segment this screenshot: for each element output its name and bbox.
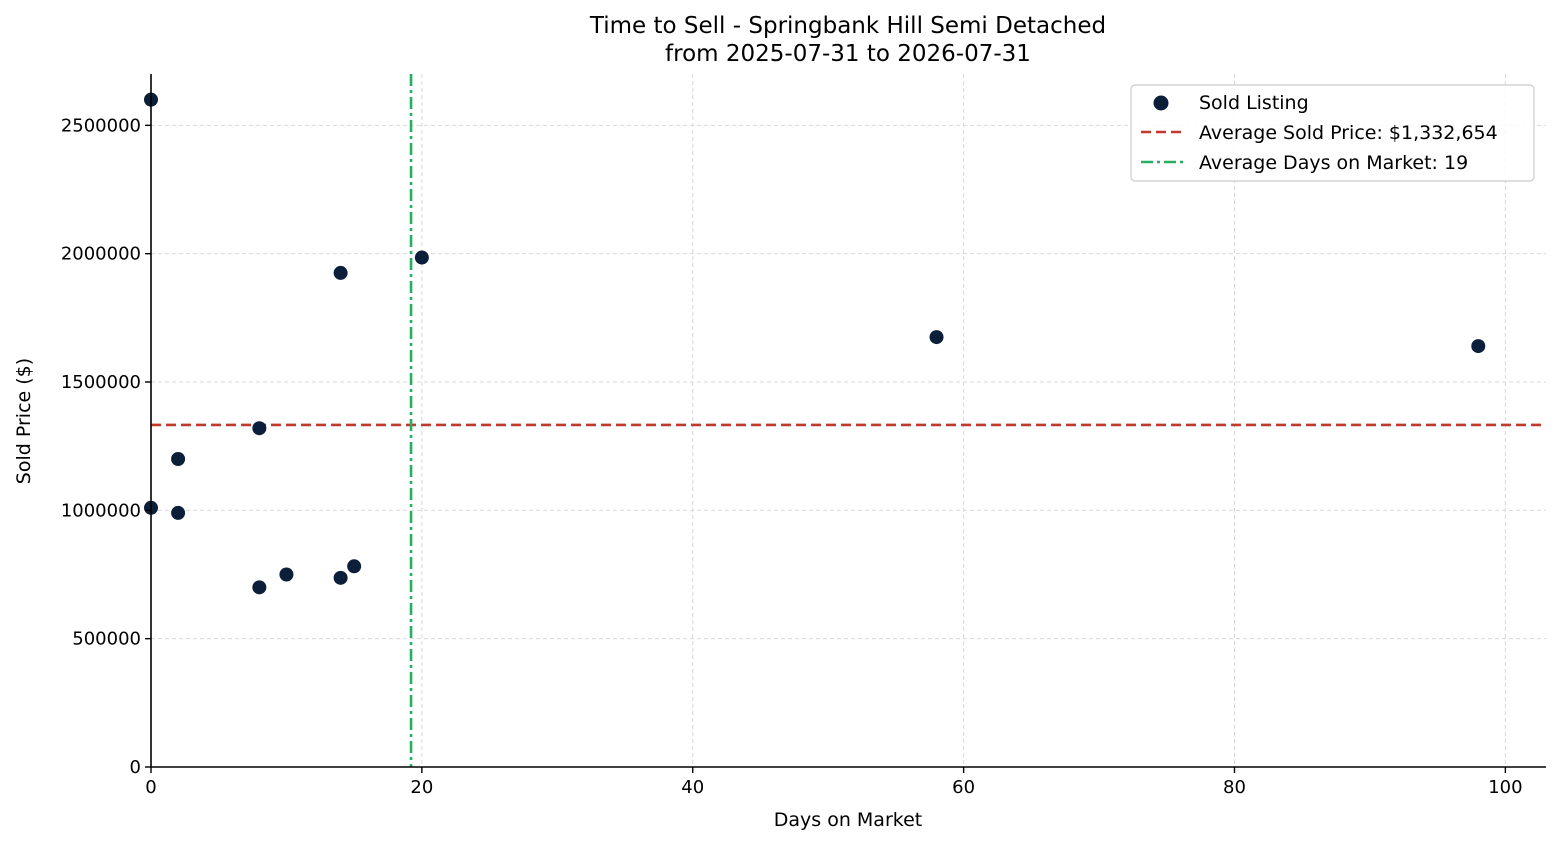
data-point	[171, 505, 186, 520]
y-tick-label: 500000	[72, 629, 141, 650]
legend-box	[1130, 84, 1535, 182]
x-tick-label: 100	[1488, 777, 1522, 798]
y-tick-label: 1000000	[61, 500, 141, 521]
data-point	[252, 421, 267, 436]
x-tick-label: 60	[952, 777, 975, 798]
y-tick-label: 2000000	[61, 244, 141, 265]
data-point	[929, 330, 944, 345]
y-tick-label: 2500000	[61, 115, 141, 136]
data-point	[333, 265, 348, 280]
grid	[151, 74, 1546, 767]
axes: 0 20 40 60 80 100 0 500000 1000000 1500000 2000000…	[61, 74, 1546, 798]
data-point	[1471, 339, 1486, 354]
legend-sold-listing-label: Sold Listing	[1199, 92, 1309, 114]
x-axis-label: Days on Market	[774, 809, 922, 831]
data-point	[414, 250, 429, 265]
legend: Sold Listing Average Sold Price: $1,332,…	[1130, 84, 1535, 182]
y-axis-label: Sold Price ($)	[13, 358, 35, 484]
chart-title: Time to Sell - Springbank Hill Semi Deta…	[589, 13, 1106, 39]
x-tick-label: 20	[410, 777, 433, 798]
data-point	[333, 570, 348, 585]
data-point	[279, 567, 294, 582]
data-point	[347, 559, 362, 574]
x-tick-label: 40	[681, 777, 704, 798]
legend-sold-listing-marker	[1153, 95, 1169, 111]
data-point	[171, 452, 186, 466]
x-tick-label: 80	[1223, 777, 1246, 798]
y-tick-label: 0	[130, 757, 141, 778]
reference-lines	[151, 74, 1546, 767]
chart-subtitle: from 2025-07-31 to 2026-07-31	[665, 41, 1031, 67]
legend-average-days-label: Average Days on Market: 19	[1199, 152, 1468, 174]
x-tick-label: 0	[145, 777, 156, 798]
legend-average-price-label: Average Sold Price: $1,332,654	[1199, 122, 1498, 144]
scatter-points	[144, 92, 1486, 595]
data-point	[252, 580, 267, 595]
y-tick-label: 1500000	[61, 372, 141, 393]
